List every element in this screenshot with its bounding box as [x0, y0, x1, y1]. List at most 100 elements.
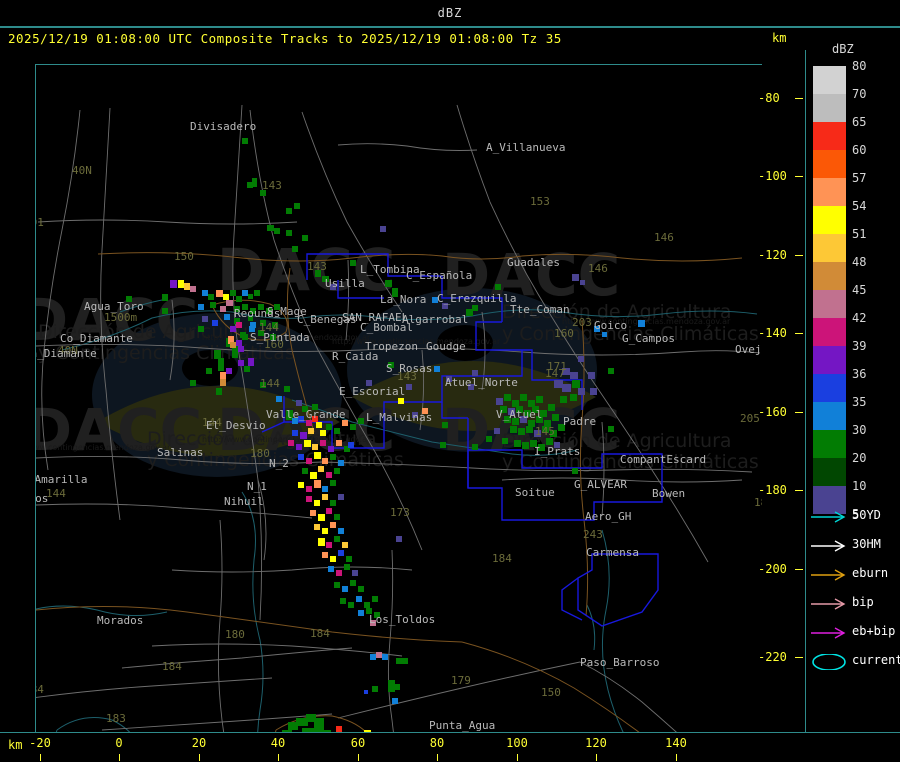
track-legend-item[interactable]: eb+bip	[810, 621, 900, 643]
window-title: dBZ	[437, 6, 463, 20]
x-axis: km -20 0 20 40 60 80 100 120 140	[0, 732, 900, 762]
map-place-label: Tte_Coman	[510, 303, 570, 316]
colorbar-band	[813, 290, 846, 318]
x-axis-tick-mark	[119, 754, 120, 761]
map-place-label: Padre	[563, 415, 596, 428]
track-legend-item[interactable]: 30HM	[810, 534, 900, 556]
map-place-label: Punta_Agua	[429, 719, 495, 732]
map-place-label: C_Bombal	[360, 321, 413, 334]
map-place-label: Usilla	[325, 277, 365, 290]
track-legend-item[interactable]: current	[810, 650, 900, 672]
map-place-label: La_Nora	[380, 293, 426, 306]
colorbar-level-label: 10	[852, 479, 867, 493]
x-axis-tick-label: 60	[350, 736, 366, 750]
map-canvas[interactable]: DACC DACC DACC DACC DACC DACC Dirección …	[2, 50, 762, 732]
colorbar-band	[813, 346, 846, 374]
legend-panel: dBZ 80 70 65 60 57 54 51 48 45 42 39 36 35 30 20 10 5 50…	[805, 42, 900, 732]
map-place-label: Salinas	[157, 446, 203, 459]
map-place-label: N_1	[247, 480, 267, 493]
map-place-label: Bowen	[652, 487, 685, 500]
map-place-label: Tropezon	[365, 340, 418, 353]
map-place-label: amentos	[2, 492, 48, 505]
map-route-label: 150	[174, 250, 194, 263]
y-axis-tick-mark	[795, 98, 803, 99]
map-place-label: Nihuil	[224, 495, 264, 508]
svg-text:http://www.contingencias.mendo: http://www.contingencias.mendoza.gov.ar	[202, 333, 371, 342]
svg-text:http://www.contingencias.mendo: http://www.contingencias.mendoza.gov.ar	[562, 317, 731, 326]
x-axis-tick-label: 140	[665, 736, 687, 750]
track-legend-label: eburn	[852, 566, 889, 580]
map-place-label: Agua_Toro	[84, 300, 144, 313]
track-legend-item[interactable]: 50YD	[810, 505, 900, 527]
x-axis-tick-label: 100	[506, 736, 528, 750]
map-route-label: 147	[545, 367, 565, 380]
map-route-label: 40N	[58, 344, 78, 357]
colorbar-band	[813, 486, 846, 514]
colorbar-band	[813, 206, 846, 234]
x-axis-tick-mark	[199, 754, 200, 761]
y-axis-tick-mark	[795, 657, 803, 658]
map-route-label: 203	[572, 316, 592, 329]
map-place-label: Goico	[594, 319, 627, 332]
colorbar-level-label: 70	[852, 87, 867, 101]
track-legend-item[interactable]: eburn	[810, 563, 900, 585]
map-place-label: S_Rosas	[386, 362, 432, 375]
svg-text:Dirección de Agricultura: Dirección de Agricultura	[502, 301, 732, 323]
colorbar-level-label: 45	[852, 283, 867, 297]
radar-site-marker: *	[22, 139, 30, 154]
y-axis-tick-label: -140	[758, 326, 787, 340]
map-route-label: 1500m	[104, 311, 137, 324]
map-route-label: 144	[46, 487, 66, 500]
colorbar-level-label: 60	[852, 143, 867, 157]
place-label-layer: DivisaderoA_VillanuevaGuadalesL_TombinaC…	[2, 120, 762, 732]
map-route-label: 146	[654, 231, 674, 244]
map-place-label: Pampa_Diamante	[4, 347, 97, 360]
radar-echo-layer	[126, 138, 645, 732]
radar-map-panel[interactable]: DACC DACC DACC DACC DACC DACC Dirección …	[2, 50, 762, 732]
svg-text:http://www.contingencias.mendo: http://www.contingencias.mendoza.gov.ar	[332, 337, 501, 346]
header-strip: 2025/12/19 01:08:00 UTC Composite Tracks…	[0, 28, 900, 50]
x-axis-tick-mark	[437, 754, 438, 761]
colorbar-band	[813, 122, 846, 150]
svg-text:DACC: DACC	[24, 396, 202, 464]
map-place-label: Divisadero	[190, 120, 256, 133]
colorbar-level-label: 80	[852, 59, 867, 73]
map-place-label: I_Prats	[534, 445, 580, 458]
dbz-colorbar	[813, 66, 846, 514]
y-axis-tick-label: -120	[758, 248, 787, 262]
x-axis-tick-label: 0	[115, 736, 123, 750]
map-place-label: L_Tombina	[360, 263, 420, 276]
colorbar-band	[813, 318, 846, 346]
x-axis-unit-label: km	[8, 738, 23, 752]
y-axis-tick-label: -180	[758, 483, 787, 497]
x-axis-tick-mark	[40, 754, 41, 761]
map-place-label: Goudge	[426, 340, 466, 353]
map-route-label: 184	[24, 683, 44, 696]
map-route-label: 184	[310, 627, 330, 640]
x-axis-tick-mark	[278, 754, 279, 761]
y-axis-unit-label: km	[772, 31, 787, 45]
y-axis-tick-label: -80	[758, 91, 780, 105]
colorbar-band	[813, 458, 846, 486]
y-axis-tick-mark	[795, 569, 803, 570]
track-legend-item[interactable]: bip	[810, 592, 900, 614]
map-place-label: Atuel_Norte	[445, 376, 518, 389]
colorbar-band	[813, 178, 846, 206]
x-axis-tick-label: 40	[270, 736, 286, 750]
x-axis-tick-mark	[358, 754, 359, 761]
map-route-label: 143	[262, 179, 282, 192]
map-place-label: L_Malvinas	[366, 411, 432, 424]
colorbar-band	[813, 150, 846, 178]
svg-text:http://www.contingencias.mendo: http://www.contingencias.mendoza.gov.ar	[202, 435, 371, 444]
map-route-label: 144	[259, 321, 279, 334]
map-place-label: C_Benegas	[297, 313, 357, 326]
track-arrow-icon	[811, 569, 846, 581]
map-place-label: Guadales	[507, 256, 560, 269]
y-axis-tick-mark	[795, 176, 803, 177]
x-axis-tick-label: 120	[585, 736, 607, 750]
colorbar-title: dBZ	[832, 42, 854, 56]
map-place-label: C_Española	[406, 269, 472, 282]
map-place-label: G_Campos	[622, 332, 675, 345]
y-axis-tick-mark	[795, 333, 803, 334]
